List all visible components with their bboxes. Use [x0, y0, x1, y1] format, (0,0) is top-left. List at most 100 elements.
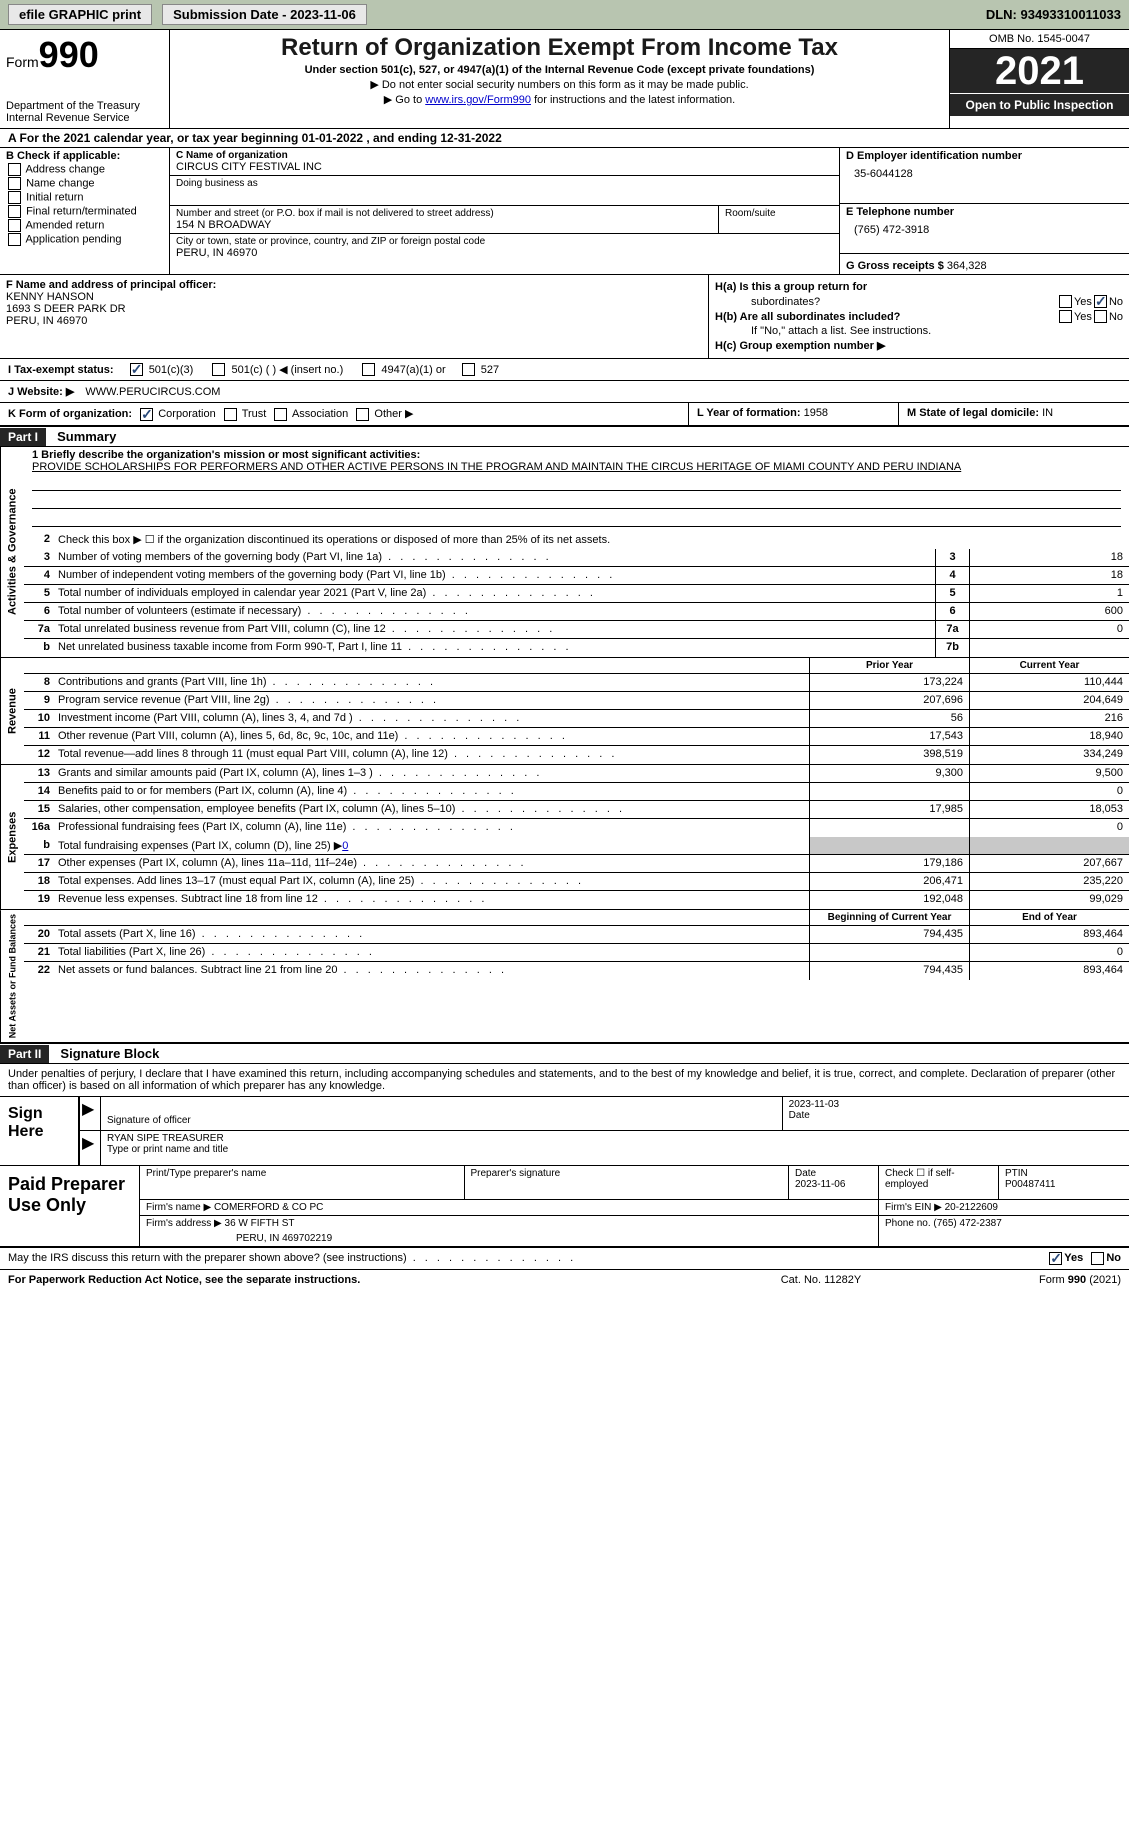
chk-address-change[interactable] [8, 163, 21, 176]
line-desc: Professional fundraising fees (Part IX, … [54, 819, 809, 837]
line-num: 8 [24, 674, 54, 691]
sig-declaration: Under penalties of perjury, I declare th… [0, 1064, 1129, 1096]
domicile-label: M State of legal domicile: [907, 407, 1039, 419]
line-num: 22 [24, 962, 54, 980]
line-curr: 893,464 [969, 926, 1129, 943]
form-number: 990 [39, 34, 99, 75]
line-desc: Salaries, other compensation, employee b… [54, 801, 809, 818]
preparer-row: Paid Preparer Use Only Print/Type prepar… [0, 1166, 1129, 1248]
submission-date-button[interactable]: Submission Date - 2023-11-06 [162, 4, 367, 25]
line-18: 18Total expenses. Add lines 13–17 (must … [24, 873, 1129, 891]
rev-header-row: Prior Year Current Year [24, 658, 1129, 674]
prep-self-label: Check ☐ if self-employed [879, 1166, 999, 1199]
chk-527[interactable] [462, 363, 475, 376]
chk-501c3[interactable] [130, 363, 143, 376]
line-prior: 173,224 [809, 674, 969, 691]
city-label: City or town, state or province, country… [176, 236, 833, 247]
line-curr: 0 [969, 944, 1129, 961]
chk-501c[interactable] [212, 363, 225, 376]
ein-value: 35-6044128 [846, 162, 1123, 186]
chk-name-change[interactable] [8, 177, 21, 190]
line-num: 19 [24, 891, 54, 909]
form-org-label: K Form of organization: [8, 408, 132, 420]
line-21: 21Total liabilities (Part X, line 26)0 [24, 944, 1129, 962]
chk-initial-return[interactable] [8, 191, 21, 204]
line-20: 20Total assets (Part X, line 16)794,4358… [24, 926, 1129, 944]
officer-addr2: PERU, IN 46970 [6, 315, 702, 327]
chk-assoc[interactable] [274, 408, 287, 421]
discuss-yes[interactable] [1049, 1252, 1062, 1265]
line-prior [809, 819, 969, 837]
sig-date-label: Date [789, 1110, 1123, 1121]
firm-ein: 20-2122609 [945, 1202, 998, 1213]
form-header: Form990 Department of the Treasury Inter… [0, 30, 1129, 129]
line-i: I Tax-exempt status: 501(c)(3) 501(c) ( … [0, 359, 1129, 381]
goto-suffix: for instructions and the latest informat… [531, 94, 735, 106]
line-num: 13 [24, 765, 54, 782]
side-governance: Activities & Governance [0, 447, 24, 657]
ein-label: D Employer identification number [846, 150, 1123, 162]
begin-year-hdr: Beginning of Current Year [809, 910, 969, 925]
gov-val: 18 [969, 567, 1129, 584]
lbl-final-return: Final return/terminated [26, 205, 137, 217]
header-right: OMB No. 1545-0047 2021 Open to Public In… [949, 30, 1129, 128]
dba-cell: Doing business as [170, 176, 839, 206]
lbl-other: Other ▶ [374, 408, 413, 420]
line-curr: 216 [969, 710, 1129, 727]
line-prior: 398,519 [809, 746, 969, 764]
org-name: CIRCUS CITY FESTIVAL INC [176, 161, 833, 173]
addr-value: 154 N BROADWAY [176, 219, 712, 231]
chk-final-return[interactable] [8, 205, 21, 218]
gov-num: b [24, 639, 54, 657]
mission-blank-1 [32, 475, 1121, 491]
form-subtitle-2: ▶ Do not enter social security numbers o… [176, 78, 943, 91]
tax-status-label: I Tax-exempt status: [8, 364, 114, 376]
discuss-no[interactable] [1091, 1252, 1104, 1265]
irs-link[interactable]: www.irs.gov/Form990 [425, 94, 531, 106]
line-desc: Total revenue—add lines 8 through 11 (mu… [54, 746, 809, 764]
ha-no[interactable] [1094, 295, 1107, 308]
line-curr: 0 [969, 819, 1129, 837]
chk-4947[interactable] [362, 363, 375, 376]
efile-print-button[interactable]: efile GRAPHIC print [8, 4, 152, 25]
discuss-text: May the IRS discuss this return with the… [8, 1252, 1047, 1264]
chk-corp[interactable] [140, 408, 153, 421]
col-f: F Name and address of principal officer:… [0, 275, 709, 358]
lbl-address-change: Address change [25, 163, 105, 175]
gov-box: 7b [935, 639, 969, 657]
line-num: 9 [24, 692, 54, 709]
hb-no[interactable] [1094, 310, 1107, 323]
line-prior: 17,543 [809, 728, 969, 745]
yes-label: Yes [1074, 296, 1092, 308]
line16b-val: 0 [342, 840, 348, 852]
line16b-curr [969, 837, 1129, 854]
tax-year-box: 2021 [950, 49, 1129, 93]
gov-desc: Total number of individuals employed in … [54, 585, 935, 602]
ha-yes[interactable] [1059, 295, 1072, 308]
klm-row: K Form of organization: Corporation Trus… [0, 403, 1129, 427]
chk-app-pending[interactable] [8, 233, 21, 246]
mission-block: 1 Briefly describe the organization's mi… [24, 447, 1129, 531]
tax-year: 2021 [952, 51, 1127, 91]
mission-blank-2 [32, 493, 1121, 509]
line16b-prior [809, 837, 969, 854]
line-11: 11Other revenue (Part VIII, column (A), … [24, 728, 1129, 746]
lbl-app-pending: Application pending [25, 233, 121, 245]
year-formation-value: 1958 [804, 407, 828, 419]
line-14: 14Benefits paid to or for members (Part … [24, 783, 1129, 801]
line-desc: Other expenses (Part IX, column (A), lin… [54, 855, 809, 872]
lbl-initial-return: Initial return [26, 191, 83, 203]
chk-trust[interactable] [224, 408, 237, 421]
chk-amended-return[interactable] [8, 219, 21, 232]
prep-date-label: Date [795, 1168, 872, 1179]
discuss-row: May the IRS discuss this return with the… [0, 1248, 1129, 1270]
phone-label: Phone no. [885, 1218, 931, 1229]
chk-other[interactable] [356, 408, 369, 421]
gov-desc: Total unrelated business revenue from Pa… [54, 621, 935, 638]
line-num: 11 [24, 728, 54, 745]
ha-label2: subordinates? [715, 296, 1057, 308]
hb-yes[interactable] [1059, 310, 1072, 323]
side-net-assets: Net Assets or Fund Balances [0, 910, 24, 1042]
lbl-trust: Trust [242, 408, 267, 420]
line-17: 17Other expenses (Part IX, column (A), l… [24, 855, 1129, 873]
